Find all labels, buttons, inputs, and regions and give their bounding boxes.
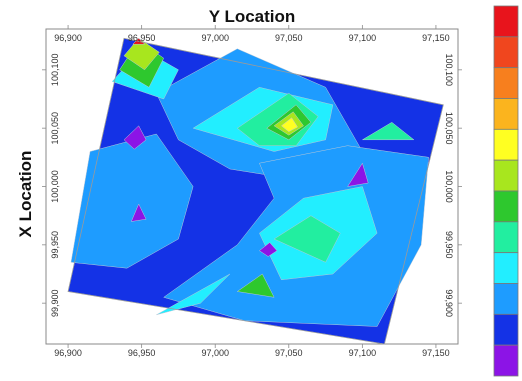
x-tick-label-bottom: 97,000 bbox=[201, 348, 229, 358]
color-scale-swatch-5 bbox=[493, 159, 519, 192]
contour-zone-6 bbox=[156, 273, 231, 316]
x-tick-label-top: 97,000 bbox=[201, 33, 229, 43]
contour-fill-layer bbox=[67, 38, 444, 344]
contour-zone-13 bbox=[237, 273, 275, 298]
x-tick-label-bottom: 96,900 bbox=[54, 348, 82, 358]
contour-zone-17 bbox=[123, 125, 147, 150]
y-tick-label-left: 99,950 bbox=[50, 231, 60, 259]
color-scale-swatch-11 bbox=[493, 344, 519, 377]
contour-zone-16 bbox=[281, 117, 298, 132]
color-scale-swatch-1 bbox=[493, 36, 519, 69]
contour-zone-19 bbox=[347, 162, 369, 187]
x-tick-label-top: 96,950 bbox=[128, 33, 156, 43]
color-scale-swatch-6 bbox=[493, 190, 519, 223]
y-tick-label-right: 100,100 bbox=[444, 54, 454, 87]
x-tick-label-bottom: 97,150 bbox=[422, 348, 450, 358]
x-tick-label-top: 96,900 bbox=[54, 33, 82, 43]
y-axis-title: X Location bbox=[16, 151, 35, 238]
color-scale-swatch-3 bbox=[493, 98, 519, 130]
x-tick-label-bottom: 96,950 bbox=[128, 348, 156, 358]
survey-boundary-outline bbox=[67, 37, 444, 345]
color-scale-swatch-4 bbox=[493, 128, 519, 161]
contour-zone-18 bbox=[131, 203, 147, 222]
contour-zone-1 bbox=[70, 133, 194, 269]
color-scale-legend bbox=[493, 5, 519, 377]
x-tick-label-top: 97,150 bbox=[422, 33, 450, 43]
color-scale-swatch-9 bbox=[493, 283, 519, 315]
y-tick-label-left: 100,050 bbox=[50, 112, 60, 145]
y-tick-label-left: 100,000 bbox=[50, 170, 60, 203]
x-tick-label-bottom: 97,100 bbox=[349, 348, 377, 358]
axis-ticks-layer: 96,900 96,900 96,950 96,950 97,000 97,000 97,0… bbox=[42, 25, 462, 358]
x-tick-label-bottom: 97,050 bbox=[275, 348, 303, 358]
y-tick-label-right: 99,900 bbox=[444, 289, 454, 317]
color-scale-swatch-7 bbox=[493, 221, 519, 254]
y-tick-label-right: 99,950 bbox=[444, 231, 454, 259]
contour-zone-9 bbox=[273, 215, 341, 263]
contour-zone-20 bbox=[259, 242, 278, 257]
y-tick-label-left: 100,100 bbox=[50, 54, 60, 87]
x-tick-label-top: 97,100 bbox=[349, 33, 377, 43]
y-tick-label-right: 100,000 bbox=[444, 170, 454, 203]
color-scale-swatch-0 bbox=[493, 5, 519, 38]
color-scale-swatch-10 bbox=[493, 313, 519, 346]
color-scale-swatch-8 bbox=[493, 252, 519, 284]
x-axis-title: Y Location bbox=[209, 7, 296, 26]
contour-zone-10 bbox=[362, 122, 415, 141]
y-tick-label-right: 100,050 bbox=[444, 112, 454, 145]
x-tick-label-top: 97,050 bbox=[275, 33, 303, 43]
color-scale-swatch-2 bbox=[493, 67, 519, 99]
y-tick-label-left: 99,900 bbox=[50, 289, 60, 317]
